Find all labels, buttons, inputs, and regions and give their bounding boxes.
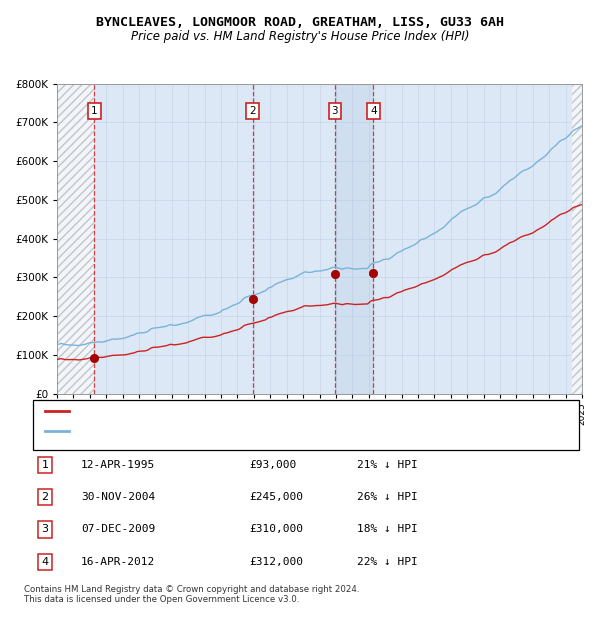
Text: HPI: Average price, detached house, East Hampshire: HPI: Average price, detached house, East…: [75, 426, 338, 436]
Text: 12-APR-1995: 12-APR-1995: [81, 460, 155, 470]
Text: £245,000: £245,000: [249, 492, 303, 502]
Bar: [572, 84, 582, 394]
Text: 3: 3: [331, 106, 338, 116]
Text: 2: 2: [249, 106, 256, 116]
Bar: [57, 84, 94, 394]
Text: BYNCLEAVES, LONGMOOR ROAD, GREATHAM, LISS, GU33 6AH: BYNCLEAVES, LONGMOOR ROAD, GREATHAM, LIS…: [96, 16, 504, 29]
Text: 4: 4: [41, 557, 49, 567]
Text: Contains HM Land Registry data © Crown copyright and database right 2024.
This d: Contains HM Land Registry data © Crown c…: [24, 585, 359, 604]
Text: 1: 1: [41, 460, 49, 470]
Text: 4: 4: [370, 106, 377, 116]
Text: 21% ↓ HPI: 21% ↓ HPI: [357, 460, 418, 470]
Text: 18% ↓ HPI: 18% ↓ HPI: [357, 525, 418, 534]
Text: £93,000: £93,000: [249, 460, 296, 470]
Bar: [335, 84, 373, 394]
Text: 07-DEC-2009: 07-DEC-2009: [81, 525, 155, 534]
Text: 22% ↓ HPI: 22% ↓ HPI: [357, 557, 418, 567]
Text: 30-NOV-2004: 30-NOV-2004: [81, 492, 155, 502]
Text: £310,000: £310,000: [249, 525, 303, 534]
Text: Price paid vs. HM Land Registry's House Price Index (HPI): Price paid vs. HM Land Registry's House …: [131, 30, 469, 43]
Text: 1: 1: [91, 106, 98, 116]
Text: 16-APR-2012: 16-APR-2012: [81, 557, 155, 567]
Text: £312,000: £312,000: [249, 557, 303, 567]
Text: 2: 2: [41, 492, 49, 502]
Text: 3: 3: [41, 525, 49, 534]
Text: 26% ↓ HPI: 26% ↓ HPI: [357, 492, 418, 502]
Text: BYNCLEAVES, LONGMOOR ROAD, GREATHAM, LISS, GU33 6AH (detached house): BYNCLEAVES, LONGMOOR ROAD, GREATHAM, LIS…: [75, 406, 475, 416]
